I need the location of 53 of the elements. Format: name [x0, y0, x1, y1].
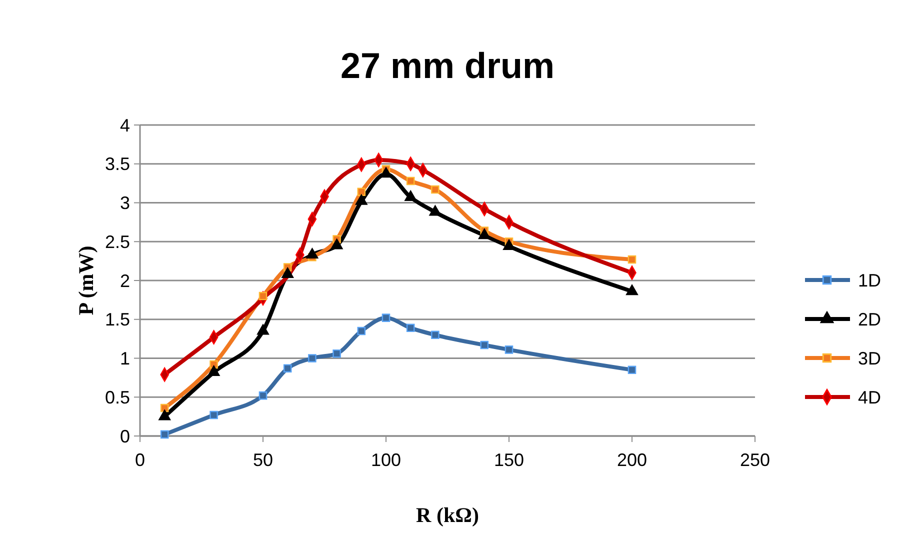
legend-label: 3D	[858, 348, 882, 368]
point	[626, 284, 638, 296]
point	[503, 239, 515, 250]
y-axis-title: P (mW)	[74, 246, 98, 316]
point	[504, 346, 514, 354]
point	[406, 176, 415, 186]
point	[308, 354, 316, 362]
y-tick-label: 2	[120, 270, 130, 291]
point	[332, 349, 341, 358]
y-tick-label: 3.5	[104, 154, 130, 174]
y-tick-label: 0.5	[104, 387, 130, 408]
point	[208, 365, 220, 376]
point	[406, 324, 415, 332]
point	[330, 238, 343, 250]
legend-label: 1D	[858, 270, 882, 290]
point	[628, 255, 636, 264]
point	[355, 194, 368, 205]
point	[160, 430, 169, 439]
point	[431, 185, 440, 194]
point	[404, 190, 417, 202]
x-tick-label: 0	[134, 450, 146, 470]
point	[628, 366, 636, 374]
point	[357, 188, 366, 196]
y-tick-label: 1.5	[104, 310, 130, 330]
chart-title: 27 mm drum	[340, 45, 555, 86]
point	[306, 248, 318, 259]
y-tick-label: 2.5	[104, 232, 130, 252]
point	[357, 326, 366, 336]
legend-label: 4D	[858, 387, 882, 408]
point	[431, 330, 440, 340]
point	[258, 292, 268, 300]
y-tick-label: 0	[120, 426, 130, 446]
point	[380, 167, 392, 178]
y-tick-label: 3	[120, 193, 130, 214]
x-tick-label: 50	[252, 450, 274, 470]
point	[158, 410, 171, 420]
x-tick-label: 250	[740, 450, 770, 470]
point	[210, 410, 218, 420]
y-tick-label: 1	[120, 348, 130, 369]
point	[382, 314, 390, 322]
point	[478, 228, 490, 240]
point	[480, 340, 489, 350]
x-tick-label: 100	[370, 450, 402, 470]
point	[258, 391, 268, 400]
point	[282, 267, 294, 278]
y-tick-label: 4	[120, 115, 130, 136]
legend-label: 2D	[858, 309, 882, 330]
point	[429, 205, 442, 216]
x-axis-title: R (kΩ)	[416, 503, 479, 527]
x-tick-label: 200	[616, 450, 648, 470]
x-tick-label: 150	[494, 450, 524, 470]
point	[257, 324, 269, 335]
point	[283, 364, 292, 372]
